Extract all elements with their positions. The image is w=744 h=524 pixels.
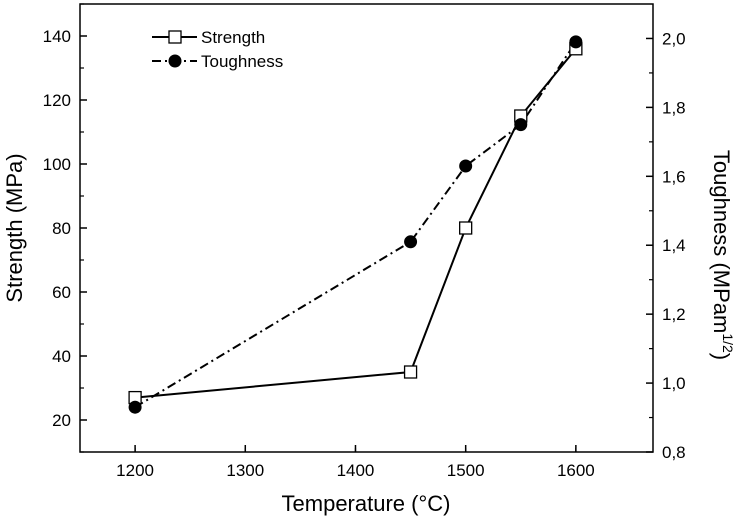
x-axis-title: Temperature (°C) — [282, 491, 451, 516]
y-right-tick-label: 1,6 — [662, 167, 686, 186]
axis-ticks: 1200 1300 1400 1500 1600 20 40 60 80 100 120 140 0,8… — [43, 3, 686, 480]
legend-toughness-marker — [168, 54, 182, 68]
data-point-toughness — [459, 159, 473, 173]
y-right-tick-label: 1,8 — [662, 98, 686, 117]
y-left-tick-label: 60 — [52, 283, 71, 302]
y-left-tick-label: 100 — [43, 155, 71, 174]
y-left-tick-label: 20 — [52, 411, 71, 430]
data-point-toughness — [514, 118, 528, 132]
y-left-tick-label: 120 — [43, 91, 71, 110]
y-axis-right-title-close: ) — [709, 353, 734, 360]
y-axis-right-title: Toughness (MPam1/2) — [709, 150, 736, 360]
series-line-toughness — [134, 41, 577, 409]
y-right-tick-label: 1,0 — [662, 374, 686, 393]
series-line-strength — [135, 48, 577, 399]
x-tick-label: 1400 — [337, 461, 375, 480]
y-axis-left-title: Strength (MPa) — [2, 153, 27, 302]
legend: Strength Toughness — [152, 28, 283, 71]
y-right-tick-label: 2,0 — [662, 29, 686, 48]
x-tick-label: 1500 — [447, 461, 485, 480]
y-left-tick-label: 40 — [52, 347, 71, 366]
legend-toughness-label: Toughness — [201, 52, 283, 71]
data-point-strength — [403, 365, 418, 379]
series-lines — [134, 41, 577, 409]
y-right-tick-label: 1,2 — [662, 305, 686, 324]
x-tick-label: 1300 — [226, 461, 264, 480]
data-point-strength — [459, 221, 473, 235]
series-markers — [128, 35, 583, 414]
y-axis-right-title-main: Toughness (MPam — [709, 150, 734, 333]
y-right-tick-label: 1,4 — [662, 236, 686, 255]
y-axis-right-title-sup: 1/2 — [720, 333, 736, 353]
data-point-toughness — [128, 400, 142, 414]
legend-strength-marker — [168, 30, 182, 44]
data-point-toughness — [569, 35, 583, 49]
y-left-tick-label: 80 — [52, 219, 71, 238]
data-point-toughness — [404, 235, 418, 249]
legend-strength-label: Strength — [201, 28, 265, 47]
plot-frame — [79, 3, 654, 453]
x-tick-label: 1600 — [557, 461, 595, 480]
y-left-tick-label: 140 — [43, 27, 71, 46]
x-tick-label: 1200 — [116, 461, 154, 480]
y-right-tick-label: 0,8 — [662, 443, 686, 462]
